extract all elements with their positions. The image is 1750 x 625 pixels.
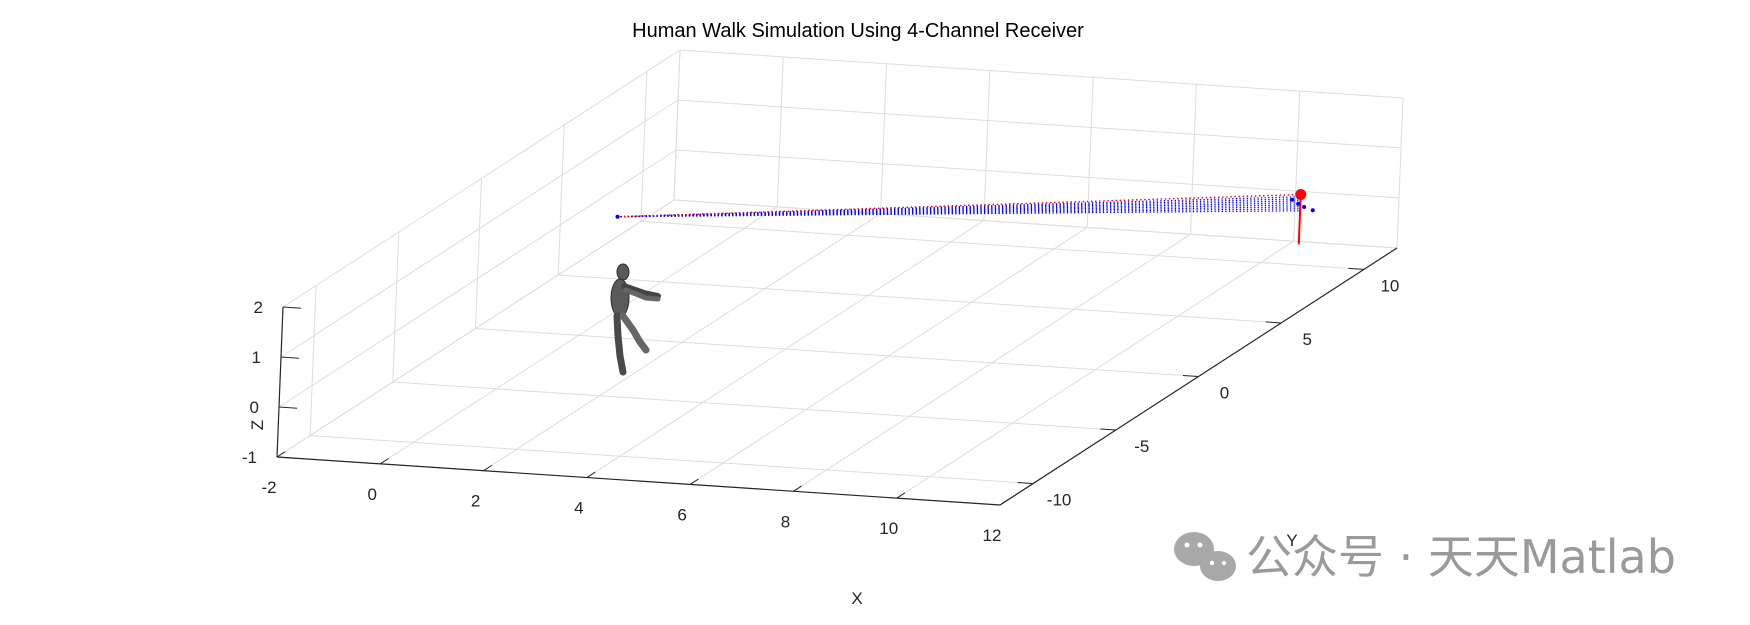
x-tick (999, 499, 1009, 506)
grid-line (392, 381, 1116, 431)
grid-line (310, 435, 1034, 485)
y-axis-label: Y (1286, 531, 1297, 550)
x-tick-label: 12 (983, 526, 1002, 545)
channel-point (1310, 208, 1315, 213)
grid-line (673, 49, 681, 201)
y-tick (1182, 374, 1199, 377)
y-tick-label: 10 (1380, 276, 1399, 295)
walker-head (616, 263, 630, 281)
grid-line (880, 63, 888, 214)
x-tick (380, 458, 389, 465)
x-tick-label: 2 (471, 492, 480, 511)
x-tick (793, 485, 802, 492)
x-axis-line (276, 456, 1001, 506)
grid-line (1189, 84, 1197, 235)
z-tick-label: -1 (242, 448, 257, 467)
x-tick (689, 478, 699, 485)
grid-line (392, 232, 400, 383)
grid-line (640, 71, 648, 222)
walker-arm (623, 287, 661, 302)
grid-line (309, 285, 317, 436)
y-tick-label: -5 (1134, 437, 1149, 456)
y-tick-label: 0 (1220, 384, 1229, 403)
y-tick (1265, 321, 1282, 324)
grid-line (280, 99, 679, 358)
grid-line (1086, 77, 1094, 228)
x-tick (483, 464, 493, 472)
grid-line (983, 70, 991, 221)
y-tick (1017, 482, 1034, 485)
x-tick-label: -2 (261, 478, 276, 497)
title-layer: Human Walk Simulation Using 4-Channel Re… (632, 20, 1084, 42)
multipath-ray (616, 208, 1301, 218)
x-tick (276, 451, 286, 458)
wechat-icon (1174, 532, 1236, 581)
multipath-ray (616, 204, 1300, 218)
x-axis-label: X (851, 589, 862, 608)
watermark-text: 公众号 · 天天Matlab (1246, 530, 1676, 584)
grid-line (1293, 91, 1301, 242)
channel-point (1296, 201, 1301, 206)
channel-point (1290, 197, 1295, 202)
hand-point (615, 214, 620, 219)
y-tick-label: 5 (1302, 330, 1311, 349)
z-tick-label: 0 (250, 398, 259, 417)
z-axis-label: Z (248, 420, 267, 430)
walker-figure (610, 263, 661, 376)
watermark: 公众号 · 天天Matlab (1174, 530, 1676, 584)
grid-layer (276, 49, 1404, 506)
grid-line (557, 124, 565, 275)
z-tick-label: 2 (254, 298, 263, 317)
grid-line (558, 274, 1282, 324)
grid-line (1396, 97, 1404, 249)
channel-point (1302, 204, 1307, 209)
receiver-stem (1297, 194, 1302, 245)
receiver-marker (1295, 188, 1307, 200)
direct-path-line (616, 193, 1302, 218)
z-axis-line (276, 306, 284, 458)
multipath-ray (616, 198, 1299, 218)
grid-line (776, 56, 784, 207)
data-layer (615, 188, 1315, 245)
x-tick-label: 0 (368, 485, 377, 504)
z-tick (276, 456, 296, 459)
x-tick (586, 471, 596, 478)
multipath-ray (616, 206, 1301, 218)
y-tick-label: -10 (1047, 491, 1072, 510)
grid-line (475, 178, 482, 329)
z-tick (280, 356, 300, 359)
grid-line (278, 149, 677, 408)
grid-line (677, 99, 1402, 149)
x-tick (896, 492, 906, 499)
multipath-ray (616, 210, 1302, 218)
z-tick (278, 406, 298, 409)
grid-line (282, 49, 681, 308)
y-tick (1348, 267, 1364, 270)
grid-line (640, 220, 1364, 270)
y-tick (1100, 428, 1116, 431)
grid-line (675, 149, 1400, 199)
z-tick (282, 306, 302, 309)
x-tick-label: 10 (879, 519, 898, 538)
x-tick-label: 4 (574, 499, 583, 518)
grid-line (475, 328, 1199, 377)
z-tick-label: 1 (252, 348, 261, 367)
chart-title: Human Walk Simulation Using 4-Channel Re… (632, 20, 1084, 42)
walker-arm (621, 283, 661, 299)
grid-line (673, 199, 1398, 249)
walker-leg (613, 312, 627, 376)
walker-leg (619, 312, 650, 354)
grid-line (679, 49, 1404, 99)
x-tick-label: 8 (781, 512, 790, 531)
x-tick-label: 6 (677, 505, 686, 524)
